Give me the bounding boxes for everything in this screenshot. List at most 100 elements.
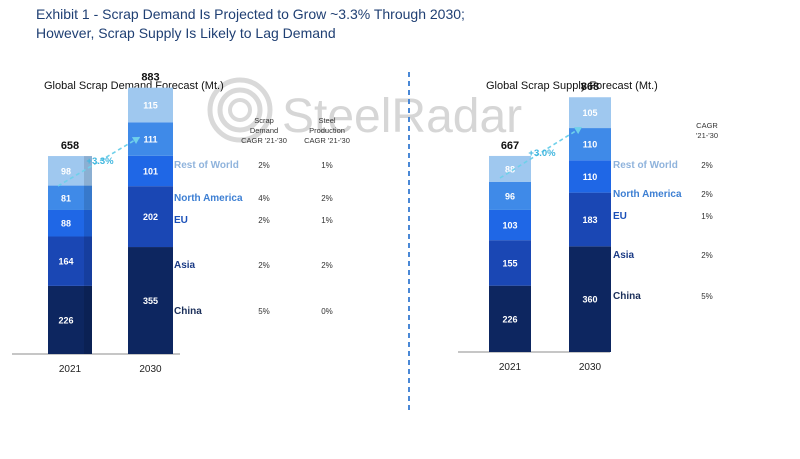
bar-segment-eu-2021 (48, 209, 92, 237)
bar-segment-asia-2030 (128, 186, 173, 248)
bar-segment-north-america-2021 (48, 185, 92, 210)
data-label-china-2021: 226 (502, 314, 517, 324)
data-label-eu-2021: 88 (61, 219, 71, 229)
cagr-value-eu-1: 1% (321, 216, 333, 225)
data-label-china-2030: 355 (143, 296, 158, 306)
region-label-eu: EU (613, 211, 627, 222)
growth-arrow-line (499, 126, 583, 179)
total-label-2030: 883 (141, 72, 159, 84)
data-label-rest-of-world-2030: 105 (582, 108, 597, 118)
cagr-value-north-america-0: 4% (258, 194, 270, 203)
cagr-value-eu-0: 1% (701, 212, 713, 221)
steelradar-watermark: SteelRadar (207, 77, 522, 143)
data-label-china-2021: 226 (58, 315, 73, 325)
cagr-value-rest-of-world-1: 1% (321, 161, 333, 170)
cagr-value-asia-1: 2% (321, 261, 333, 270)
x-tick-label-2021: 2021 (499, 362, 522, 373)
bar-segment-china-2021 (489, 285, 531, 352)
data-label-eu-2021: 103 (502, 221, 517, 231)
bar-segment-eu-2030 (128, 155, 173, 187)
total-label-2021: 658 (61, 140, 79, 152)
cagr-header-0-line-1: Demand (250, 126, 278, 135)
data-label-eu-2030: 101 (143, 166, 158, 176)
exhibit-title-line-1: Exhibit 1 - Scrap Demand Is Projected to… (36, 6, 465, 22)
data-label-asia-2030: 183 (582, 215, 597, 225)
bar-segment-china-2021 (48, 285, 92, 354)
x-tick-label-2030: 2030 (579, 362, 602, 373)
bar-segment-asia-2021 (48, 236, 92, 286)
region-label-asia: Asia (613, 250, 635, 261)
data-label-rest-of-world-2021: 88 (505, 164, 515, 174)
exhibit-title-line-2: However, Scrap Supply Is Likely to Lag D… (36, 25, 336, 41)
watermark-logo-ring-middle (217, 87, 263, 133)
data-label-asia-2030: 202 (143, 212, 158, 222)
region-label-eu: EU (174, 215, 188, 226)
cagr-header-1-line-2: CAGR '21-'30 (304, 136, 350, 145)
data-label-eu-2030: 110 (583, 172, 598, 182)
bar-segment-shade-north-america-2021 (84, 185, 92, 210)
bar-segment-shade-rest-of-world-2021 (84, 156, 92, 186)
scrap-supply-chart: Global Scrap Supply Forecast (Mt.) 226 155… (458, 80, 718, 373)
data-label-rest-of-world-2021: 98 (61, 166, 71, 176)
total-label-2030: 868 (581, 81, 599, 93)
bar-segment-rest-of-world-2030 (569, 97, 611, 129)
cagr-header-0-line-1: '21-'30 (696, 131, 718, 140)
bar-segment-shade-eu-2021 (84, 209, 92, 237)
chart-title: Global Scrap Demand Forecast (Mt.) (44, 80, 224, 92)
growth-arrow-head (131, 137, 140, 145)
bar-segment-north-america-2030 (569, 128, 611, 161)
bar-segment-rest-of-world-2021 (489, 155, 531, 182)
data-label-asia-2021: 164 (58, 257, 73, 267)
bar-segment-asia-2021 (489, 240, 531, 286)
data-label-north-america-2021: 81 (61, 193, 71, 203)
scrap-demand-chart: Global Scrap Demand Forecast (Mt.) 226 164… (12, 72, 350, 375)
data-label-north-america-2030: 111 (143, 135, 157, 145)
cagr-value-china-0: 5% (701, 292, 713, 301)
region-label-asia: Asia (174, 260, 196, 271)
x-tick-label-2021: 2021 (59, 364, 82, 375)
cagr-header-0-line-0: Scrap (254, 116, 274, 125)
data-label-china-2030: 360 (582, 295, 597, 305)
cagr-header-1-line-1: Production (309, 126, 345, 135)
watermark-logo-ring-outer (207, 77, 273, 143)
bar-segment-eu-2021 (489, 209, 531, 241)
bar-segment-china-2030 (128, 247, 173, 354)
cagr-header-1-line-0: Steel (318, 116, 335, 125)
data-label-asia-2021: 155 (502, 258, 517, 268)
region-label-north-america: North America (613, 189, 682, 200)
region-label-north-america: North America (174, 193, 243, 204)
growth-arrow-line (57, 136, 141, 187)
region-label-china: China (613, 291, 641, 302)
data-label-north-america-2021: 96 (505, 191, 515, 201)
cagr-header-0-line-2: CAGR '21-'30 (241, 136, 287, 145)
data-label-rest-of-world-2030: 115 (143, 100, 158, 110)
growth-rate-label: +3.0% (528, 148, 556, 159)
bar-segment-shade-asia-2021 (84, 236, 92, 286)
region-label-rest-of-world: Rest of World (613, 160, 678, 171)
cagr-value-china-0: 5% (258, 307, 270, 316)
region-label-rest-of-world: Rest of World (174, 160, 239, 171)
bar-segment-asia-2030 (569, 192, 611, 247)
bar-segment-eu-2030 (569, 160, 611, 193)
cagr-value-rest-of-world-0: 2% (258, 161, 270, 170)
watermark-text: SteelRadar (282, 90, 522, 143)
cagr-value-rest-of-world-0: 2% (701, 161, 713, 170)
bar-segment-china-2030 (569, 246, 611, 352)
cagr-value-north-america-1: 2% (321, 194, 333, 203)
bar-segment-rest-of-world-2030 (128, 87, 173, 123)
total-label-2021: 667 (501, 140, 519, 152)
x-tick-label-2030: 2030 (139, 364, 162, 375)
region-label-china: China (174, 306, 202, 317)
cagr-value-asia-0: 2% (701, 251, 713, 260)
cagr-value-asia-0: 2% (258, 261, 270, 270)
growth-rate-label: +3.3% (86, 156, 114, 167)
cagr-header-0-line-0: CAGR (696, 121, 718, 130)
bar-segment-north-america-2021 (489, 181, 531, 210)
chart-title: Global Scrap Supply Forecast (Mt.) (486, 80, 658, 92)
watermark-logo-ring-inner (228, 98, 252, 122)
growth-arrow-head (573, 127, 582, 135)
bar-segment-shade-china-2021 (84, 285, 92, 354)
cagr-value-eu-0: 2% (258, 216, 270, 225)
